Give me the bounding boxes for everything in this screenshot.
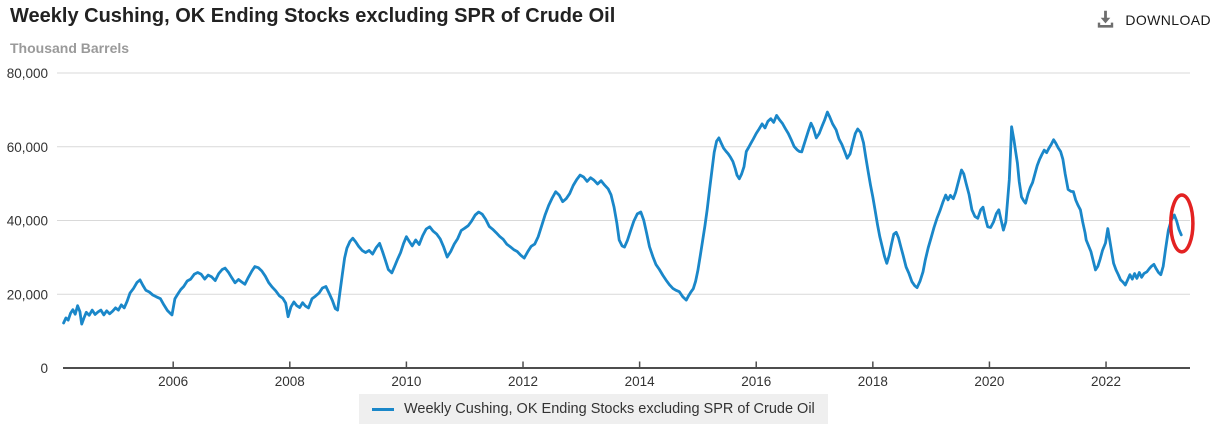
- download-icon: [1098, 10, 1114, 28]
- y-tick-label-20000: 20,000: [7, 287, 48, 302]
- download-label: DOWNLOAD: [1125, 11, 1211, 28]
- legend-label: Weekly Cushing, OK Ending Stocks excludi…: [404, 401, 815, 417]
- x-tick-label-2020: 2020: [974, 374, 1004, 389]
- x-tick-label-2012: 2012: [508, 374, 538, 389]
- x-tick-label-2016: 2016: [741, 374, 771, 389]
- download-button[interactable]: DOWNLOAD: [1094, 8, 1213, 31]
- x-tick-label-2008: 2008: [275, 374, 305, 389]
- legend-line-swatch: [372, 407, 394, 411]
- series-line[interactable]: [62, 110, 1183, 326]
- page-title: Weekly Cushing, OK Ending Stocks excludi…: [10, 5, 616, 27]
- annotation-ellipse: [1169, 193, 1195, 254]
- y-axis-units-label: Thousand Barrels: [10, 40, 130, 56]
- x-tick-label-2010: 2010: [391, 374, 421, 389]
- legend-item[interactable]: Weekly Cushing, OK Ending Stocks excludi…: [372, 401, 815, 417]
- x-tick-label-2022: 2022: [1091, 374, 1121, 389]
- y-tick-label-40000: 40,000: [7, 214, 48, 229]
- x-tick-label-2014: 2014: [625, 374, 656, 389]
- legend: Weekly Cushing, OK Ending Stocks excludi…: [359, 394, 828, 424]
- y-tick-label-0: 0: [40, 361, 48, 376]
- x-tick-label-2018: 2018: [858, 374, 888, 389]
- y-tick-label-60000: 60,000: [7, 140, 48, 155]
- x-tick-label-2006: 2006: [158, 374, 188, 389]
- y-tick-label-80000: 80,000: [7, 66, 48, 81]
